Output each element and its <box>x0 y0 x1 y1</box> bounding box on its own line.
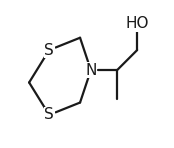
Text: HO: HO <box>125 16 149 31</box>
Text: S: S <box>44 43 54 58</box>
Text: S: S <box>44 107 54 122</box>
Text: N: N <box>85 63 97 78</box>
